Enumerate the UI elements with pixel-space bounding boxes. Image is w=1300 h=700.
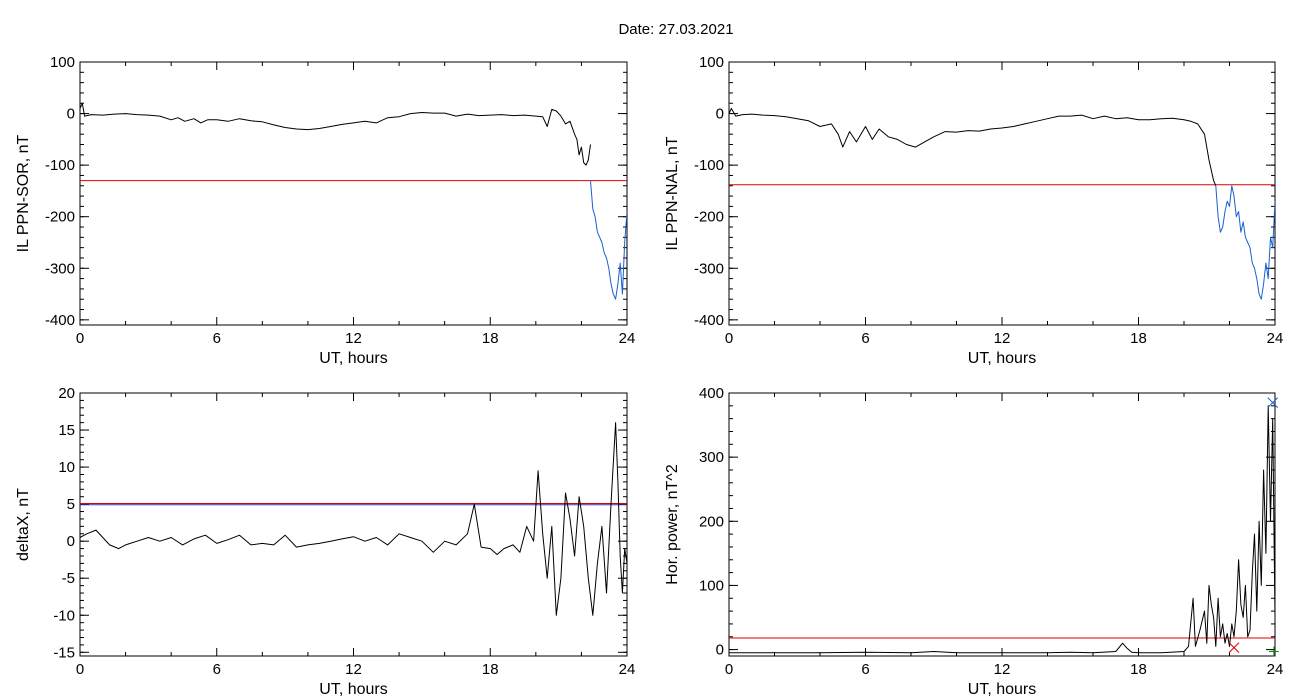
x-tick-label: 6 — [861, 330, 869, 347]
y-tick-label: 0 — [716, 106, 724, 123]
x-tick-label: 12 — [994, 661, 1011, 678]
marker-cross-red — [1228, 642, 1240, 654]
y-tick-label: -300 — [694, 260, 724, 277]
figure-title: Date: 27.03.2021 — [618, 21, 733, 38]
plot-frame — [79, 392, 628, 657]
y-tick-label: 15 — [58, 422, 75, 439]
y-tick-label: -5 — [62, 570, 75, 587]
y-axis-label: deltaX, nT — [15, 488, 32, 561]
x-axis-label: UT, hours — [968, 350, 1036, 367]
y-tick-label: 0 — [716, 642, 724, 659]
y-tick-label: 5 — [67, 496, 75, 513]
y-tick-label: 100 — [699, 54, 724, 71]
marker-stroke — [1228, 642, 1240, 654]
plot-frame — [728, 61, 1276, 326]
series-line-black — [80, 102, 591, 166]
x-tick-label: 18 — [1130, 330, 1147, 347]
y-tick-label: 100 — [699, 577, 724, 594]
y-tick-label: 10 — [58, 459, 75, 476]
x-tick-label: 6 — [213, 661, 221, 678]
x-tick-label: 24 — [1267, 661, 1284, 678]
y-axis-label: IL PPN-NAL, nT — [664, 136, 681, 250]
plot-area — [729, 107, 1275, 300]
x-tick-label: 0 — [76, 330, 84, 347]
x-tick-label: 12 — [345, 330, 362, 347]
y-tick-label: -200 — [694, 209, 724, 226]
marker-cross-blue — [1267, 397, 1279, 408]
x-tick-label: 18 — [482, 661, 499, 678]
y-tick-label: -300 — [45, 260, 75, 277]
x-tick-label: 0 — [725, 661, 733, 678]
series-line-blue — [590, 180, 627, 300]
x-tick-label: 6 — [861, 661, 869, 678]
x-tick-label: 12 — [994, 330, 1011, 347]
y-tick-label: 20 — [58, 385, 75, 402]
marker-plus-green — [1268, 646, 1279, 657]
y-tick-label: -100 — [45, 157, 75, 174]
x-tick-label: 6 — [213, 330, 221, 347]
y-tick-label: 100 — [50, 54, 75, 71]
x-axis-label: UT, hours — [319, 681, 387, 698]
x-tick-label: 18 — [482, 330, 499, 347]
series-line-black — [80, 422, 627, 616]
y-tick-label: -400 — [45, 312, 75, 329]
x-tick-label: 18 — [1130, 661, 1147, 678]
chart-panel-nal: 0 6 12 18 24 100 0 -100 -200 -300 -400 UT, hours IL … — [664, 54, 1283, 367]
series-line-blue — [1215, 185, 1275, 300]
y-axis-label: IL PPN-SOR, nT — [15, 134, 32, 252]
chart-panel-power: 0 6 12 18 24 400 300 200 100 0 UT, hours Hor. power… — [664, 385, 1283, 698]
x-tick-label: 24 — [619, 330, 636, 347]
y-tick-label: -400 — [694, 312, 724, 329]
x-tick-label: 0 — [725, 330, 733, 347]
x-tick-label: 24 — [1267, 330, 1284, 347]
series-line-black — [729, 107, 1217, 186]
plot-area — [80, 102, 627, 300]
x-axis-label: UT, hours — [968, 681, 1036, 698]
x-tick-label: 24 — [619, 661, 636, 678]
plot-area — [80, 422, 627, 616]
y-tick-label: -15 — [53, 644, 75, 661]
y-tick-label: 400 — [699, 385, 724, 402]
y-tick-label: -10 — [53, 607, 75, 624]
chart-panel-deltax: 0 6 12 18 24 20 15 10 5 0 -5 -10 -15 UT, hours deltaX,… — [15, 385, 635, 698]
marker-stroke — [1267, 397, 1279, 408]
x-tick-label: 0 — [76, 661, 84, 678]
y-tick-label: 200 — [699, 513, 724, 530]
x-axis-label: UT, hours — [319, 350, 387, 367]
y-tick-label: 300 — [699, 449, 724, 466]
y-tick-label: -200 — [45, 209, 75, 226]
y-axis-label: Hor. power, nT^2 — [664, 464, 681, 585]
series-line-black — [729, 405, 1275, 654]
plot-frame — [728, 392, 1276, 657]
y-tick-label: 0 — [67, 533, 75, 550]
plot-frame — [79, 61, 628, 326]
x-tick-label: 12 — [345, 661, 362, 678]
chart-panel-sor: 0 6 12 18 24 100 0 -100 -200 -300 -400 UT, hours IL … — [15, 54, 635, 367]
y-tick-label: 0 — [67, 106, 75, 123]
y-tick-label: -100 — [694, 157, 724, 174]
plot-area — [729, 405, 1275, 654]
